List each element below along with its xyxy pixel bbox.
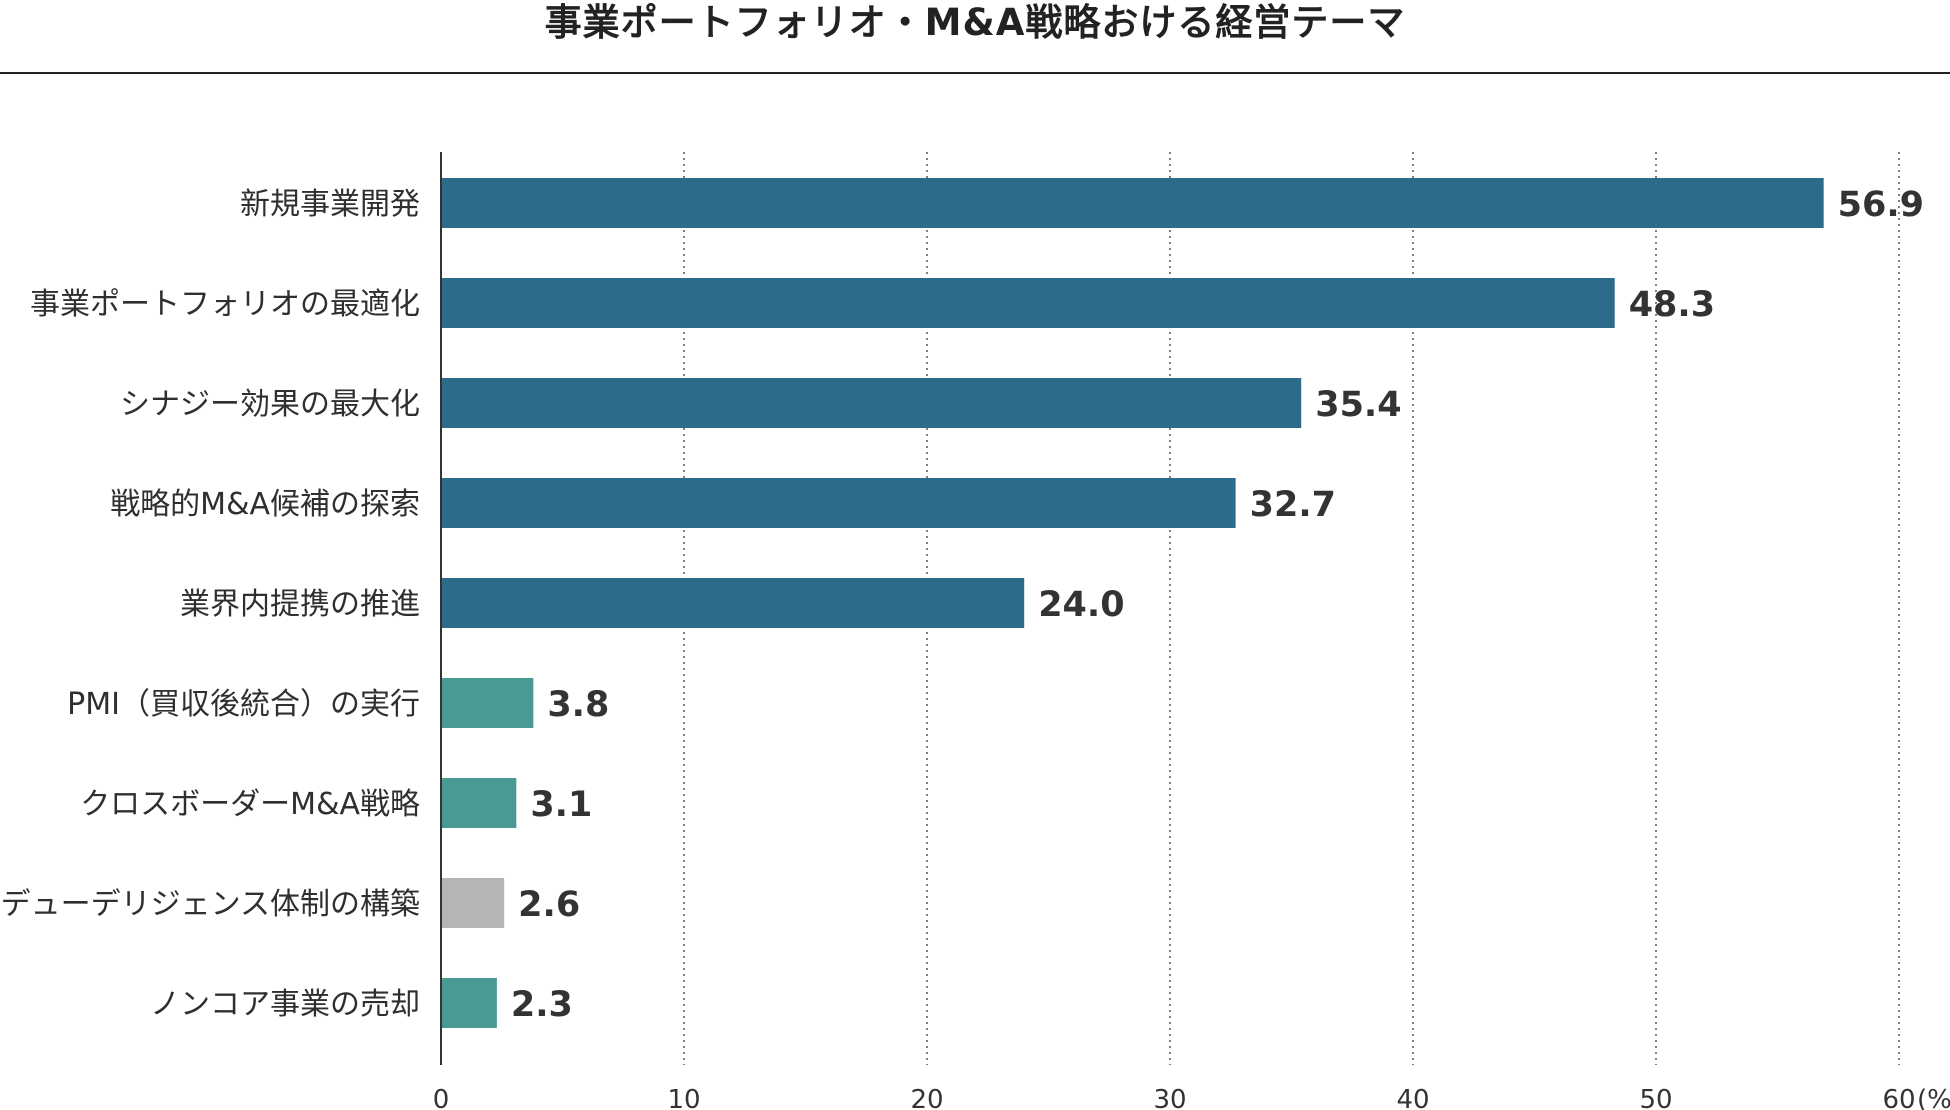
x-tick-label: 10 [667, 1085, 700, 1110]
bar [442, 178, 1824, 228]
value-label: 2.3 [511, 985, 573, 1025]
bar [442, 978, 497, 1028]
bar [442, 378, 1302, 428]
value-label: 32.7 [1250, 485, 1336, 525]
category-label: 戦略的M&A候補の探索 [110, 487, 420, 522]
x-tick-label: 50 [1639, 1085, 1672, 1110]
value-label: 3.1 [530, 785, 592, 825]
value-label: 56.9 [1838, 185, 1924, 225]
value-label: 2.6 [518, 885, 580, 925]
category-label: ノンコア事業の売却 [150, 987, 420, 1022]
x-tick-label: 60 [1882, 1085, 1915, 1110]
value-label: 24.0 [1038, 585, 1124, 625]
bar [442, 578, 1025, 628]
x-tick-label: 20 [910, 1085, 943, 1110]
bar [442, 678, 534, 728]
bar [442, 478, 1236, 528]
category-label: シナジー効果の最大化 [120, 387, 420, 422]
title-divider [0, 72, 1950, 74]
bar [442, 278, 1615, 328]
x-unit-label: (%) [1917, 1085, 1950, 1110]
category-label: PMI（買収後統合）の実行 [67, 687, 420, 722]
bar [442, 878, 505, 928]
x-tick-label: 0 [433, 1085, 450, 1110]
category-label: 業界内提携の推進 [180, 587, 420, 622]
value-label: 3.8 [547, 685, 609, 725]
value-label: 35.4 [1315, 385, 1401, 425]
x-tick-label: 30 [1153, 1085, 1186, 1110]
chart-title: 事業ポートフォリオ・M&A戦略おける経営テーマ [544, 1, 1406, 44]
category-label: 新規事業開発 [240, 187, 420, 222]
bar [442, 778, 517, 828]
category-label: クロスボーダーM&A戦略 [80, 787, 420, 822]
category-label: 事業ポートフォリオの最適化 [30, 287, 420, 322]
x-tick-label: 40 [1396, 1085, 1429, 1110]
category-label: デューデリジェンス体制の構築 [1, 887, 420, 922]
value-label: 48.3 [1629, 285, 1715, 325]
